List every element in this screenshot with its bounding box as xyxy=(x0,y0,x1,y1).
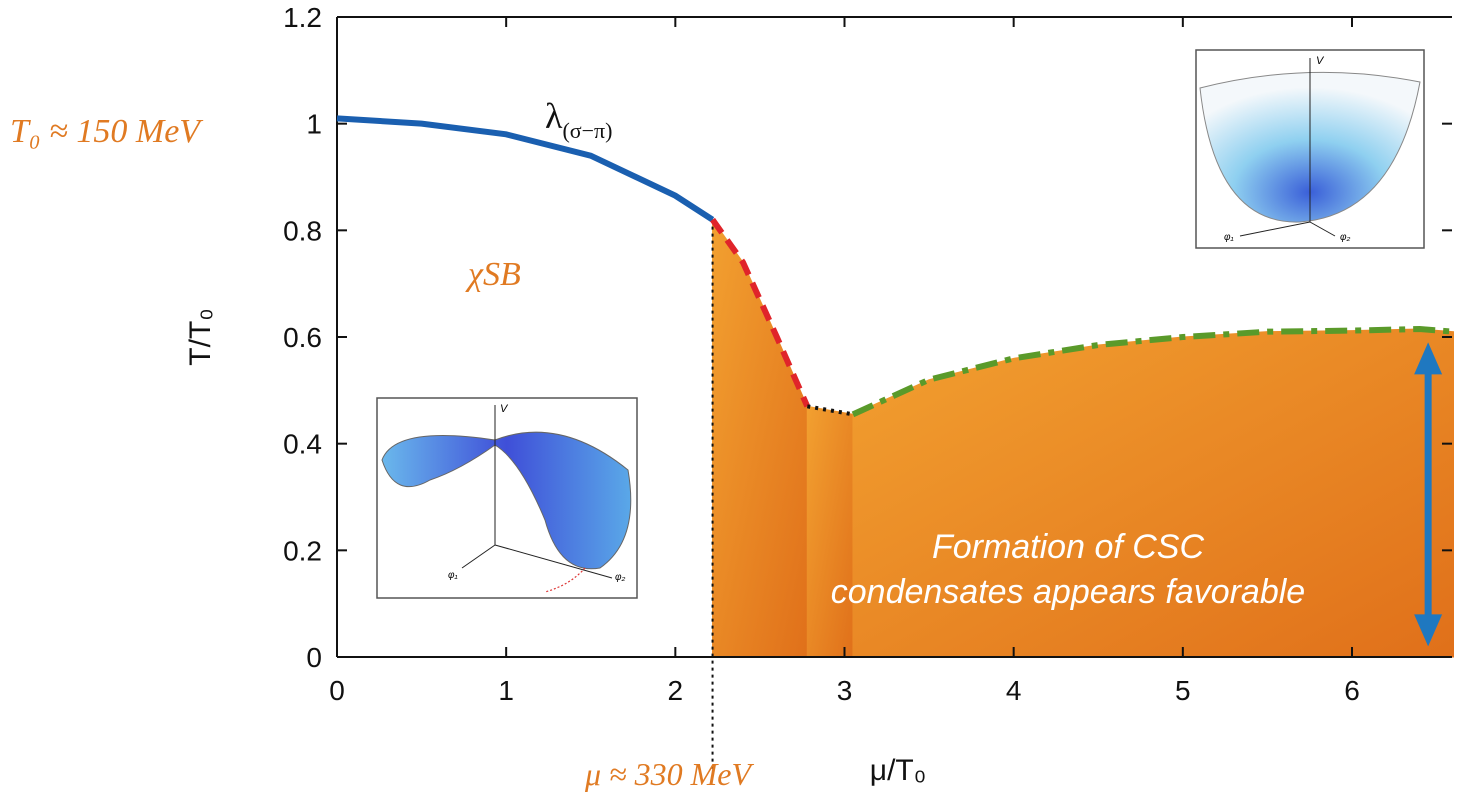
arrow-head xyxy=(1414,342,1443,375)
annotation: Formation of CSC xyxy=(932,528,1205,566)
annotation: μ ≈ 330 MeV xyxy=(584,756,754,792)
inset-label: φ₁ xyxy=(448,570,458,581)
line xyxy=(851,325,1454,418)
x-tick-label: 6 xyxy=(1344,675,1360,706)
fill-layer xyxy=(712,218,1454,658)
x-tick-label: 0 xyxy=(329,675,345,706)
inset-label: V xyxy=(1316,55,1325,67)
inset-label: V xyxy=(500,403,509,415)
x-axis-label: μ/T₀ xyxy=(870,754,926,787)
y-tick-label: 0.6 xyxy=(283,322,322,353)
y-tick-label: 0.8 xyxy=(283,215,322,246)
area xyxy=(806,405,854,658)
annotation: T₀ ≈ 150 MeV xyxy=(10,113,204,150)
main-layer: 0 1 2 3 4 5 6 0 0.2 0.4 0.6 0.8 1 1.2 xyxy=(283,2,1454,770)
annotation: λ(σ−π) xyxy=(545,96,613,143)
annotation-text: λ xyxy=(545,96,563,136)
y-tick-label: 0 xyxy=(306,642,322,673)
inset-label: φ₂ xyxy=(1340,232,1351,243)
y-tick-label: 0.4 xyxy=(283,429,322,460)
arrow-head xyxy=(1414,614,1443,647)
annotation: χSB xyxy=(465,256,521,293)
area xyxy=(712,218,808,658)
inset-right: V φ₁ φ₂ xyxy=(1195,49,1425,249)
x-tick-label: 5 xyxy=(1175,675,1191,706)
y-tick-label: 1 xyxy=(306,109,322,140)
x-tick-label: 1 xyxy=(498,675,514,706)
inset-label: φ₂ xyxy=(615,572,626,583)
y-tick-label: 1.2 xyxy=(283,2,322,33)
x-tick-label: 2 xyxy=(668,675,684,706)
y-axis-label: T/T₀ xyxy=(184,308,217,365)
y-tick-label: 0.2 xyxy=(283,535,322,566)
x-tick-label: 3 xyxy=(837,675,853,706)
annotation: condensates appears favorable xyxy=(831,573,1305,611)
line xyxy=(336,115,715,223)
inset-label: φ₁ xyxy=(1224,232,1234,243)
x-tick-label: 4 xyxy=(1006,675,1022,706)
annotation-sub: (σ−π) xyxy=(562,118,612,143)
line xyxy=(710,217,811,408)
inset-left: V φ₁ φ₂ xyxy=(376,397,638,599)
